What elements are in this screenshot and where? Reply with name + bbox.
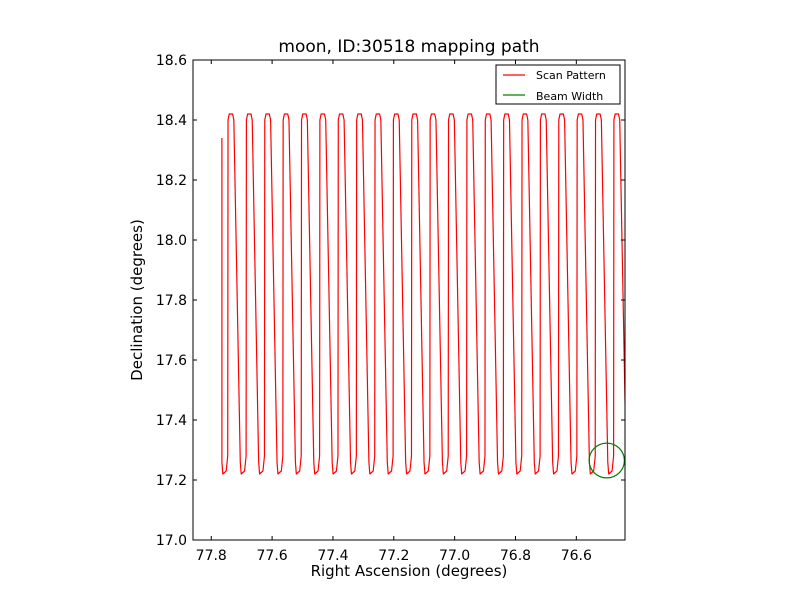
x-tick-label: 77.6 [257,548,288,564]
x-axis: 77.8 77.6 77.4 77.2 77.0 76.8 76.6 [196,60,592,564]
y-axis: 17.0 17.2 17.4 17.6 17.8 18.0 18.2 18.4 18.6 [156,53,625,549]
chart-title: moon, ID:30518 mapping path [278,37,539,57]
y-tick-label: 17.0 [156,533,187,549]
x-tick-label: 76.8 [500,548,531,564]
scan-pattern-line [221,113,625,475]
y-tick-label: 18.0 [156,233,187,249]
y-tick-label: 17.8 [156,293,187,309]
x-tick-label: 77.2 [378,548,409,564]
legend: Scan Pattern Beam Width [495,64,621,105]
legend-label-scan-pattern: Scan Pattern [536,69,606,82]
y-tick-label: 17.2 [156,473,187,489]
x-tick-label: 77.0 [439,548,470,564]
legend-label-beam-width: Beam Width [536,90,603,103]
x-tick-label: 77.4 [317,548,348,564]
x-tick-label: 77.8 [196,548,227,564]
y-axis-label: Declination (degrees) [128,219,146,381]
y-tick-label: 17.6 [156,353,187,369]
plot-area [193,60,625,540]
series-layer [221,113,625,479]
y-tick-label: 17.4 [156,413,187,429]
x-axis-label: Right Ascension (degrees) [311,562,508,580]
y-tick-label: 18.6 [156,53,187,69]
legend-box [495,64,621,105]
y-tick-label: 18.4 [156,113,187,129]
y-tick-label: 18.2 [156,173,187,189]
x-tick-label: 76.6 [561,548,592,564]
beam-width-circle [588,442,625,479]
